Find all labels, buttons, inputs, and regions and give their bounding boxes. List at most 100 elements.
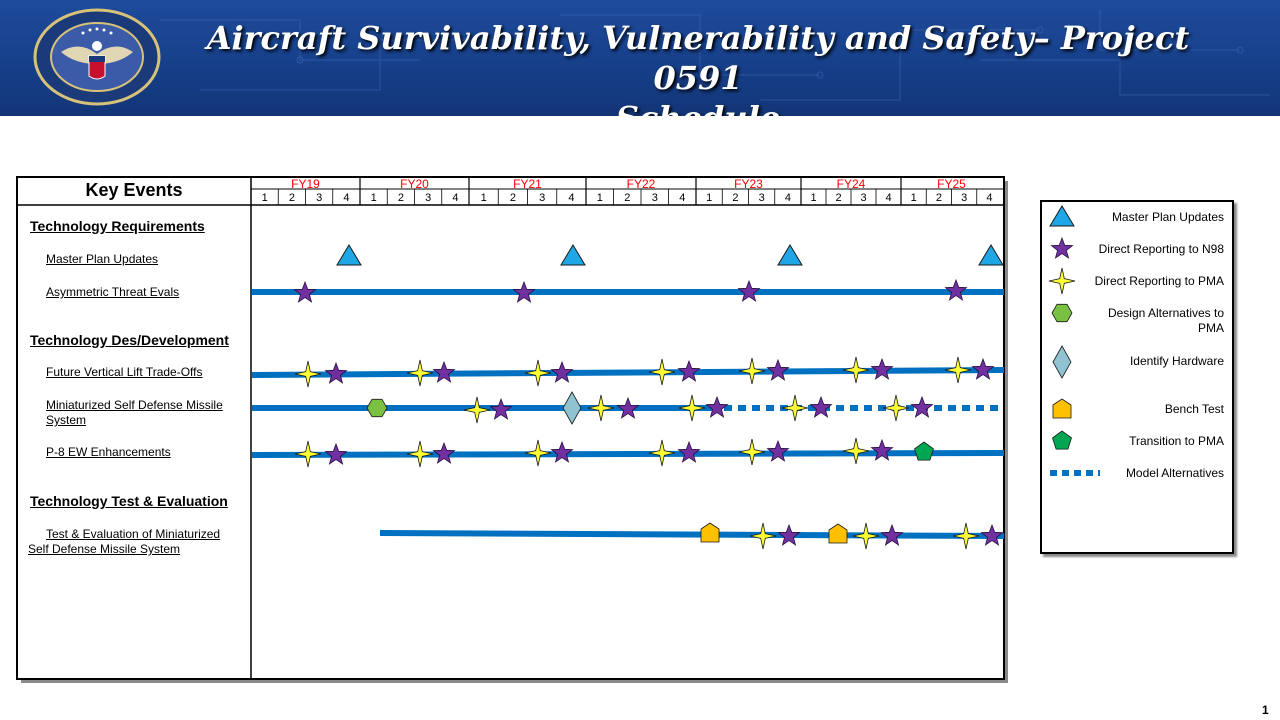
schedule-frame — [16, 176, 1005, 680]
marker-purple-star — [737, 279, 761, 302]
quarter-label: 4 — [785, 192, 791, 204]
marker-yellow-star — [749, 522, 777, 550]
marker-hexagon — [366, 398, 388, 418]
event-asymmetric-threat-evals: Asymmetric Threat Evals — [46, 285, 180, 299]
marker-yellow-star — [952, 522, 980, 550]
legend-label-model-alt: Model Alternatives — [1125, 466, 1224, 480]
legend-label-identify-hw: Identify Hardware — [1129, 354, 1224, 368]
marker-yellow-star — [842, 437, 870, 465]
marker-purple-star — [971, 357, 995, 380]
page-title: Aircraft Survivability, Vulnerability an… — [168, 18, 1228, 116]
event-test-eval-sdm-line2: Self Defense Missile System — [28, 542, 181, 556]
marker-yellow-star — [294, 440, 322, 468]
marker-diamond — [562, 391, 582, 425]
quarter-label: 3 — [652, 192, 658, 204]
marker-purple-star — [766, 439, 790, 462]
quarter-label: 2 — [398, 192, 404, 204]
marker-purple-star — [324, 361, 348, 384]
quarter-label: 2 — [624, 192, 630, 204]
marker-purple-star — [880, 523, 904, 546]
marker-yellow-star — [738, 438, 766, 466]
marker-pentagon — [828, 523, 848, 544]
legend-label-design-alt-line2: PMA — [1197, 321, 1224, 335]
banner-circuit-pattern — [160, 10, 1270, 101]
page-number: 1 — [1262, 703, 1269, 717]
triangle-icon — [1049, 205, 1075, 227]
marker-purple-star — [432, 441, 456, 464]
marker-yellow-star — [852, 522, 880, 550]
quarter-label: 2 — [936, 192, 942, 204]
marker-yellow-star — [524, 439, 552, 467]
quarter-label: 3 — [425, 192, 431, 204]
legend: Master Plan Updates Direct Reporting to … — [1040, 200, 1234, 554]
legend-label-design-alt-line1: Design Alternatives to — [1107, 306, 1224, 320]
marker-purple-star — [980, 523, 1004, 546]
legend-label-design-alt: Design Alternatives to PMA — [1108, 306, 1224, 336]
quarter-label: 4 — [986, 192, 992, 204]
section-technology-requirements: Technology Requirements — [30, 218, 205, 234]
yellow-star-icon — [1048, 267, 1076, 295]
marker-purple-star — [705, 395, 729, 418]
legend-label-bench-test: Bench Test — [1164, 402, 1224, 416]
marker-purple-star — [489, 397, 513, 420]
quarter-label: 1 — [810, 192, 816, 204]
marker-pentagon — [700, 522, 720, 543]
quarter-label: 2 — [510, 192, 516, 204]
marker-triangle — [336, 244, 362, 266]
quarter-label: 4 — [679, 192, 685, 204]
marker-purple-star — [944, 278, 968, 301]
marker-yellow-star — [678, 394, 706, 422]
fy-label: FY25 — [937, 177, 966, 191]
fy-label: FY24 — [837, 177, 866, 191]
quarter-label: 2 — [289, 192, 295, 204]
marker-purple-star — [616, 396, 640, 419]
legend-icons — [1048, 205, 1100, 476]
fy-label: FY22 — [627, 177, 656, 191]
event-p8-ew: P-8 EW Enhancements — [46, 445, 171, 459]
section-technology-des-development: Technology Des/Development — [30, 332, 229, 348]
event-future-vertical-lift: Future Vertical Lift Trade-Offs — [46, 365, 203, 379]
section-technology-test-evaluation: Technology Test & Evaluation — [30, 493, 228, 509]
marker-purple-star — [870, 357, 894, 380]
marker-purple-star — [677, 359, 701, 382]
quarter-label: 1 — [911, 192, 917, 204]
fy-label: FY21 — [513, 177, 542, 191]
marker-purple-star — [777, 523, 801, 546]
timeline-header: FY19 1 2 3 4 FY20 1 2 3 4 FY21 1 2 3 4 FY22 1 2 3 4 FY23 1 2 3 4… — [262, 177, 992, 205]
event-miniaturized-sdm-line2: System — [46, 413, 87, 427]
quarter-label: 1 — [706, 192, 712, 204]
bar-p8-ew — [251, 450, 1005, 458]
marker-purple-star — [550, 440, 574, 463]
marker-purple-star — [512, 280, 536, 303]
marker-purple-star — [677, 440, 701, 463]
key-events-title: Key Events — [85, 180, 183, 200]
legend-label-n98: Direct Reporting to N98 — [1098, 242, 1224, 256]
marker-yellow-star — [406, 359, 434, 387]
marker-purple-star — [432, 360, 456, 383]
marker-purple-star — [324, 442, 348, 465]
marker-yellow-star — [587, 394, 615, 422]
legend-label-master-plan: Master Plan Updates — [1111, 210, 1224, 224]
quarter-label: 4 — [568, 192, 574, 204]
marker-yellow-star — [781, 394, 809, 422]
event-test-eval-sdm-line1: Test & Evaluation of Miniaturized — [46, 527, 221, 541]
quarter-label: 4 — [343, 192, 349, 204]
event-test-eval-sdm: Test & Evaluation of Miniaturized Self D… — [28, 527, 242, 557]
marker-yellow-star — [463, 396, 491, 424]
quarter-label: 2 — [835, 192, 841, 204]
quarter-label: 4 — [452, 192, 458, 204]
event-miniaturized-sdm: Miniaturized Self Defense Missile System — [46, 398, 223, 428]
event-miniaturized-sdm-line1: Miniaturized Self Defense Missile — [46, 398, 223, 412]
markers-layer — [293, 244, 1004, 550]
marker-yellow-star — [842, 356, 870, 384]
bar-test-eval — [379, 530, 1005, 539]
quarter-label: 3 — [860, 192, 866, 204]
legend-label-pma: Direct Reporting to PMA — [1094, 274, 1224, 288]
marker-triangle — [978, 244, 1004, 266]
quarter-label: 1 — [481, 192, 487, 204]
marker-yellow-star — [524, 359, 552, 387]
marker-purple-star — [870, 438, 894, 461]
quarter-label: 1 — [597, 192, 603, 204]
marker-purple-star — [910, 395, 934, 418]
fy-label: FY19 — [291, 177, 320, 191]
